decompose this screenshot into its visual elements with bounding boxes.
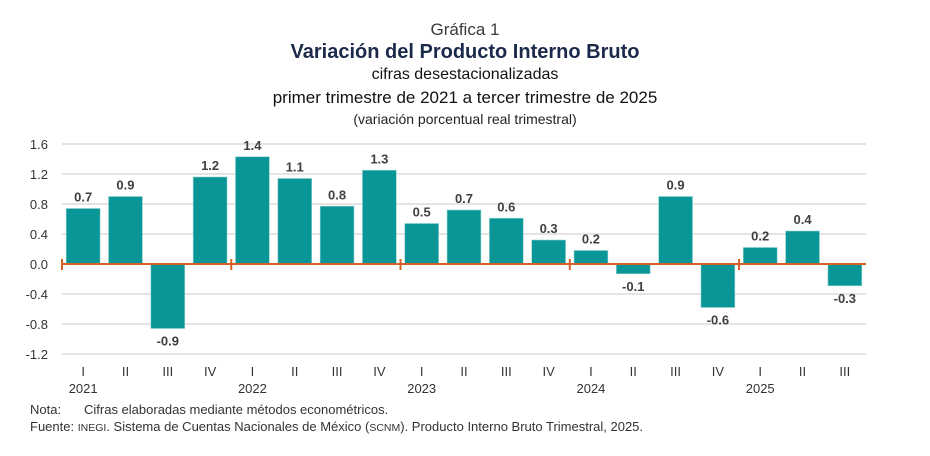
y-tick-label: 1.2 — [30, 167, 48, 182]
year-label: 2022 — [238, 381, 267, 396]
bar — [700, 263, 736, 308]
data-label: 0.7 — [455, 191, 473, 206]
data-label: -0.3 — [834, 291, 856, 306]
x-tick-label: II — [799, 364, 806, 379]
source-text-2: ). Producto Interno Bruto Trimestral, 20… — [400, 419, 644, 434]
source-line: Fuente: INEGI. Sistema de Cuentas Nacion… — [30, 418, 643, 437]
note-label: Nota: — [30, 402, 62, 417]
data-label: -0.1 — [622, 279, 644, 294]
x-tick-label: III — [332, 364, 343, 379]
bar — [658, 196, 693, 265]
x-tick-label: III — [670, 364, 681, 379]
chart-units: (variación porcentual real trimestral) — [353, 111, 577, 127]
data-label: 0.5 — [413, 205, 431, 220]
data-label: -0.9 — [157, 334, 179, 349]
x-tick-label: III — [162, 364, 173, 379]
year-label: 2023 — [407, 381, 436, 396]
chart-title: Variación del Producto Interno Bruto — [290, 41, 640, 63]
bar — [277, 178, 312, 265]
x-tick-label: IV — [542, 364, 555, 379]
source-text-1: . Sistema de Cuentas Nacionales de Méxic… — [106, 419, 370, 434]
source-org: INEGI — [77, 422, 107, 434]
note-text: Cifras elaboradas mediante métodos econo… — [84, 402, 389, 417]
footnotes: Nota: Cifras elaboradas mediante métodos … — [30, 401, 643, 437]
y-tick-label: 0.0 — [30, 257, 48, 272]
year-label: 2021 — [69, 381, 98, 396]
x-tick-label: I — [420, 364, 424, 379]
data-label: 1.3 — [370, 151, 388, 166]
bar — [785, 230, 820, 265]
y-tick-label: 1.6 — [30, 137, 48, 152]
bar — [235, 156, 270, 265]
data-label: 0.9 — [667, 178, 685, 193]
source-abbr: SCNM — [369, 422, 401, 434]
x-tick-label: I — [589, 364, 593, 379]
bar — [150, 263, 186, 329]
bar — [827, 263, 863, 287]
x-tick-label: I — [251, 364, 255, 379]
data-labels: 0.7 0.9 -0.9 1.2 1.4 1.1 0.8 1.3 0.5 0.7 0.6 0.3 0.2… — [74, 138, 856, 349]
chart-number: Gráfica 1 — [430, 20, 500, 39]
note-line: Nota: Cifras elaboradas mediante métodos … — [30, 401, 643, 418]
x-tick-label: IV — [373, 364, 386, 379]
data-label: 0.3 — [540, 221, 558, 236]
y-tick-label: -1.2 — [26, 347, 48, 362]
bar — [319, 205, 355, 265]
x-tick-label: II — [630, 364, 637, 379]
bar — [489, 217, 524, 265]
y-tick-label: -0.4 — [26, 287, 48, 302]
bar — [404, 223, 439, 265]
bar — [446, 209, 482, 265]
x-tick-label: IV — [712, 364, 725, 379]
bar — [362, 169, 397, 265]
bar — [531, 239, 566, 265]
data-label: 0.6 — [497, 199, 515, 214]
y-tick-label: 0.8 — [30, 197, 48, 212]
x-tick-label: I — [81, 364, 85, 379]
chart-period: primer trimestre de 2021 a tercer trimes… — [272, 88, 658, 107]
data-label: 1.2 — [201, 158, 219, 173]
y-tick-label: -0.8 — [26, 317, 48, 332]
data-label: -0.6 — [707, 313, 729, 328]
bar — [573, 250, 609, 265]
year-label: 2024 — [576, 381, 605, 396]
y-tick-label: 0.4 — [30, 227, 48, 242]
data-label: 0.2 — [751, 229, 769, 244]
bar — [616, 263, 651, 275]
data-label: 0.9 — [116, 178, 134, 193]
data-label: 1.4 — [243, 138, 262, 153]
bars — [65, 156, 863, 329]
zero-axis — [61, 259, 866, 270]
data-label: 0.4 — [793, 212, 812, 227]
x-axis: I II III IV I II III IV I II III IV I II III IV I II III20… — [69, 364, 851, 396]
x-tick-label: III — [501, 364, 512, 379]
data-label: 0.8 — [328, 187, 346, 202]
x-tick-label: II — [291, 364, 298, 379]
chart-subtitle: cifras desestacionalizadas — [371, 66, 559, 83]
x-tick-label: I — [758, 364, 762, 379]
data-label: 0.2 — [582, 232, 600, 247]
source-label: Fuente: — [30, 419, 75, 434]
data-label: 1.1 — [286, 160, 304, 175]
y-axis: 1.6 1.2 0.8 0.4 0.0 -0.4 -0.8 -1.2 — [26, 137, 48, 362]
bar — [742, 247, 778, 265]
year-label: 2025 — [746, 381, 775, 396]
x-tick-label: III — [839, 364, 850, 379]
bar — [65, 208, 101, 265]
bar — [192, 176, 228, 265]
x-tick-label: II — [122, 364, 129, 379]
data-label: 0.7 — [74, 190, 92, 205]
x-tick-label: II — [460, 364, 467, 379]
bar — [108, 196, 143, 265]
x-tick-label: IV — [204, 364, 217, 379]
